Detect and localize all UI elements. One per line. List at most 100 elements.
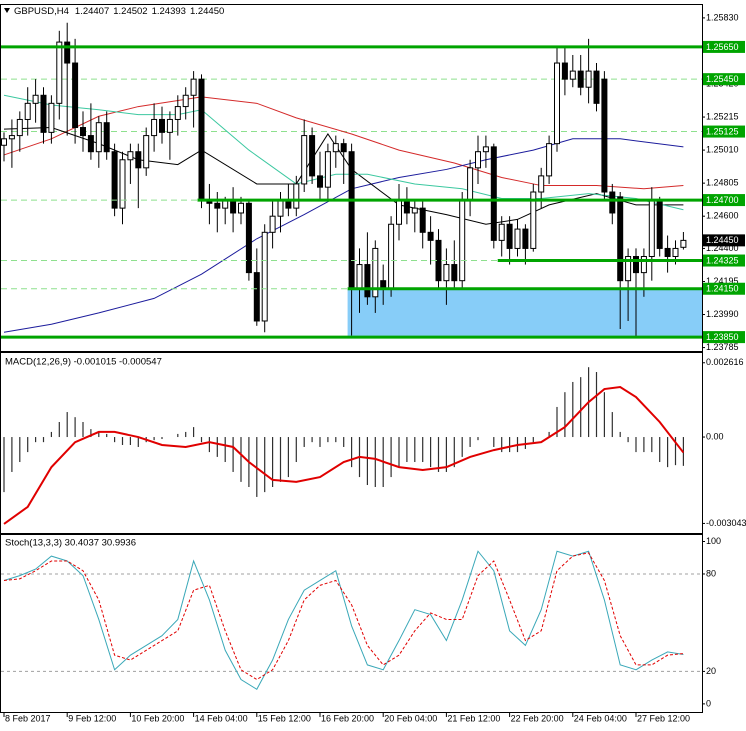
candle-body — [625, 255, 632, 282]
x-tick-label: 20 Feb 04:00 — [384, 713, 437, 723]
candle-body — [143, 135, 150, 169]
level-label-box — [703, 282, 745, 295]
candle-body — [16, 118, 23, 137]
x-tick-label: 16 Feb 20:00 — [321, 713, 374, 723]
y-tick-label: 1.23785 — [706, 342, 739, 352]
x-tick-label: 22 Feb 20:00 — [511, 713, 564, 723]
candle-body — [72, 62, 79, 129]
candle-body — [24, 102, 31, 120]
candle-body — [95, 122, 102, 153]
moving-average — [3, 94, 684, 211]
stochastic-line — [3, 552, 684, 681]
candle-body — [340, 143, 347, 153]
y-tick-label: 1.24400 — [706, 243, 739, 253]
y-tick-label: 1.23990 — [706, 309, 739, 319]
candle-body — [475, 151, 481, 169]
candle-body — [538, 175, 545, 193]
candle-body — [64, 41, 71, 64]
x-tick-label: 24 Feb 04:00 — [574, 713, 627, 723]
candle-body — [601, 78, 608, 193]
candle-body — [530, 191, 537, 249]
y-tick-label: 0 — [706, 698, 711, 708]
macd-frame — [0, 352, 703, 534]
candle-body — [482, 146, 489, 153]
candle-body — [577, 70, 584, 88]
candle-body — [159, 118, 165, 133]
signal-line — [3, 386, 685, 525]
candle-body — [656, 199, 663, 249]
candle-body — [506, 223, 513, 249]
x-tick-label: 10 Feb 20:00 — [131, 713, 184, 723]
level-label-box — [703, 73, 745, 86]
candle-body — [411, 207, 418, 214]
y-tick-label: 0.00 — [706, 431, 724, 441]
candle-body — [269, 215, 276, 233]
candle-body — [301, 135, 308, 185]
close-label: 1.24450 — [190, 6, 224, 17]
level-label-box — [703, 194, 745, 207]
candle-body — [459, 199, 466, 282]
level-label: 1.24700 — [706, 195, 739, 205]
candle-body — [317, 175, 323, 188]
y-tick-label: 1.25215 — [706, 111, 739, 121]
stochastic-panel: 0 20 80 100 8 Feb 2017 9 Feb 12:00 10 Feb 20:0… — [1, 536, 721, 723]
candle-body — [593, 70, 600, 104]
candle-body — [664, 247, 671, 257]
candle-body — [103, 122, 110, 153]
candle-body — [672, 247, 679, 257]
candle-body — [498, 223, 505, 241]
macd-panel: 0.002616 0.00 -0.003043 — [3, 357, 746, 528]
stochastic-frame — [0, 534, 703, 713]
candle-body — [48, 102, 55, 133]
candle-body — [561, 62, 568, 80]
candle-body — [261, 231, 268, 322]
x-tick-label: 14 Feb 04:00 — [195, 713, 248, 723]
candle-body — [332, 143, 339, 153]
candle-body — [253, 272, 260, 322]
high-label: 1.24502 — [113, 6, 147, 17]
candle-body — [585, 70, 592, 88]
candle-body — [87, 135, 94, 153]
level-label: 1.25650 — [706, 42, 739, 52]
candle-body — [396, 199, 402, 225]
stochastic-line — [3, 550, 684, 690]
y-tick-label: 1.24195 — [706, 276, 739, 286]
candle-body — [648, 199, 655, 257]
level-label: 1.25450 — [706, 74, 739, 84]
x-tick-label: 15 Feb 12:00 — [258, 713, 311, 723]
x-tick-label: 9 Feb 12:00 — [68, 713, 116, 723]
candle-body — [166, 118, 173, 133]
candle-body — [182, 94, 189, 108]
candle-body — [119, 159, 126, 209]
candle-body — [388, 223, 395, 290]
macd-header: MACD(12,26,9) -0.001015 -0.000547 — [5, 357, 162, 368]
candle-body — [554, 62, 560, 145]
candle-body — [569, 70, 576, 80]
y-tick-label: 1.25010 — [706, 144, 739, 154]
stochastic-header: Stoch(13,3,3) 30.4037 30.9936 — [5, 538, 136, 549]
headers: GBPUSD,H4 1.24407 1.24502 1.24393 1.24450 MA… — [4, 6, 224, 549]
candle-body — [127, 151, 134, 161]
candle-body — [372, 247, 379, 298]
open-label: 1.24407 — [75, 6, 109, 17]
x-tick-label: 8 Feb 2017 — [5, 713, 51, 723]
level-label: 1.24325 — [706, 255, 739, 265]
level-label-box — [703, 331, 745, 344]
candle-body — [364, 264, 371, 298]
candle-body — [680, 239, 687, 248]
candle-body — [238, 202, 244, 214]
zone — [347, 288, 702, 338]
main-header: GBPUSD,H4 1.24407 1.24502 1.24393 1.24450 — [14, 6, 224, 17]
candle-body — [111, 151, 118, 209]
y-tick-label: 1.24600 — [706, 211, 739, 221]
candle-body — [135, 151, 142, 169]
candle-body — [151, 118, 158, 137]
candle-body — [324, 151, 331, 188]
candle-body — [514, 228, 521, 249]
candle-body — [190, 78, 197, 96]
candle-body — [451, 264, 458, 282]
y-tick-label: 1.25830 — [706, 12, 739, 22]
